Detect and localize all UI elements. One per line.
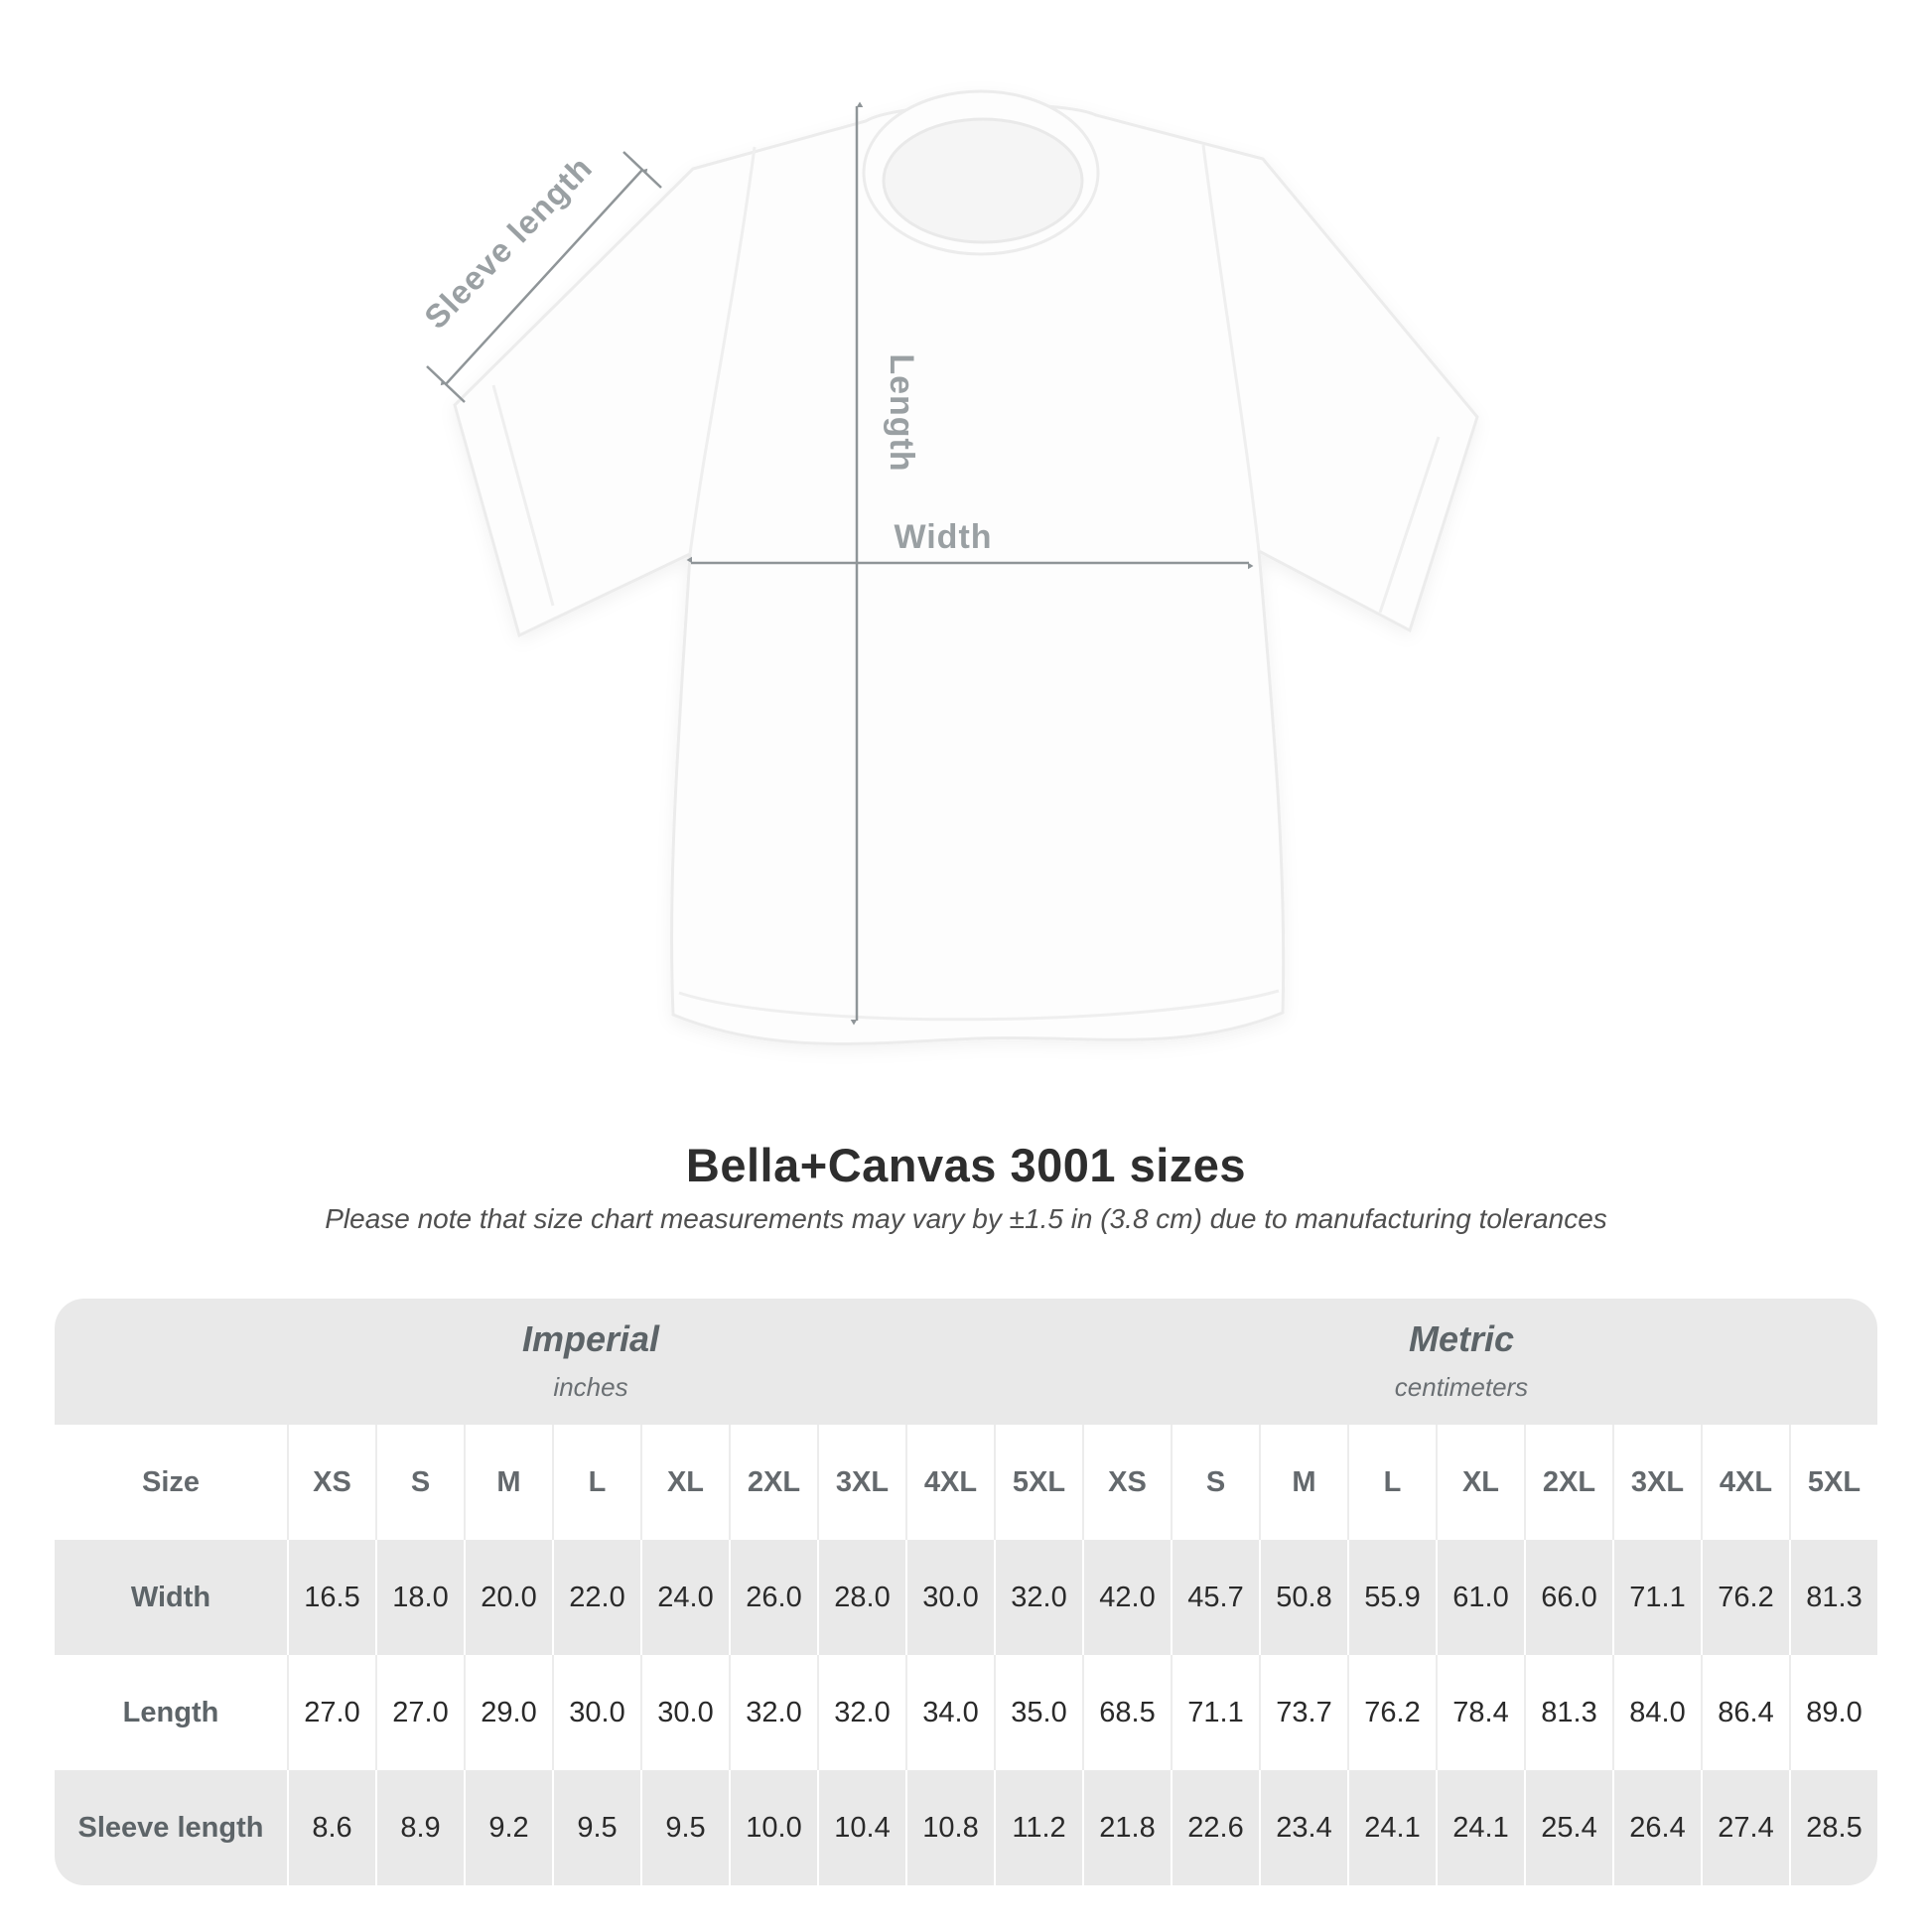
table-cell: 9.5 (552, 1770, 640, 1885)
size-column-header: S (1171, 1425, 1259, 1540)
table-cell: 73.7 (1259, 1655, 1347, 1770)
table-cell: 8.9 (375, 1770, 464, 1885)
table-cell: 81.3 (1789, 1540, 1877, 1655)
width-label: Width (894, 518, 992, 556)
size-column-header: 5XL (994, 1425, 1082, 1540)
size-column-header: 3XL (817, 1425, 905, 1540)
size-column-header: M (464, 1425, 552, 1540)
page-title: Bella+Canvas 3001 sizes (685, 1139, 1247, 1191)
table-cell: 24.1 (1347, 1770, 1436, 1885)
table-cell: 71.1 (1612, 1540, 1701, 1655)
size-column-header: XL (640, 1425, 729, 1540)
size-header-label: Size (55, 1425, 287, 1540)
table-cell: 45.7 (1171, 1540, 1259, 1655)
table-cell: 11.2 (994, 1770, 1082, 1885)
size-column-header: 2XL (1524, 1425, 1612, 1540)
page-subtitle: Please note that size chart measurements… (325, 1203, 1607, 1234)
table-cell: 42.0 (1082, 1540, 1171, 1655)
tshirt-diagram: Length Width Sleeve length (417, 89, 1479, 1045)
size-column-header: M (1259, 1425, 1347, 1540)
size-column-header: 4XL (1701, 1425, 1789, 1540)
table-cell: 34.0 (905, 1655, 994, 1770)
table-cell: 32.0 (729, 1655, 817, 1770)
table-cell: 18.0 (375, 1540, 464, 1655)
table-cell: 26.4 (1612, 1770, 1701, 1885)
table-cell: 22.0 (552, 1540, 640, 1655)
table-cell: 20.0 (464, 1540, 552, 1655)
metric-group-title: Metric (1408, 1318, 1515, 1359)
table-cell: 16.5 (287, 1540, 375, 1655)
row-label: Length (55, 1655, 287, 1770)
table-cell: 10.8 (905, 1770, 994, 1885)
table-cell: 84.0 (1612, 1655, 1701, 1770)
table-cell: 66.0 (1524, 1540, 1612, 1655)
size-column-header: XL (1436, 1425, 1524, 1540)
table-cell: 8.6 (287, 1770, 375, 1885)
table-cell: 10.4 (817, 1770, 905, 1885)
size-column-header: L (552, 1425, 640, 1540)
size-column-header: XS (287, 1425, 375, 1540)
table-cell: 28.5 (1789, 1770, 1877, 1885)
table-cell: 9.2 (464, 1770, 552, 1885)
table-cell: 30.0 (552, 1655, 640, 1770)
size-column-header: L (1347, 1425, 1436, 1540)
table-cell: 78.4 (1436, 1655, 1524, 1770)
row-label: Sleeve length (55, 1770, 287, 1885)
size-column-header: 5XL (1789, 1425, 1877, 1540)
table-cell: 21.8 (1082, 1770, 1171, 1885)
size-column-header: 4XL (905, 1425, 994, 1540)
metric-group-unit: centimeters (1394, 1372, 1529, 1402)
table-cell: 76.2 (1701, 1540, 1789, 1655)
table-cell: 10.0 (729, 1770, 817, 1885)
table-cell: 30.0 (905, 1540, 994, 1655)
table-cell: 24.0 (640, 1540, 729, 1655)
table-cell: 27.0 (375, 1655, 464, 1770)
table-cell: 71.1 (1171, 1655, 1259, 1770)
row-label: Width (55, 1540, 287, 1655)
table-cell: 81.3 (1524, 1655, 1612, 1770)
table-cell: 55.9 (1347, 1540, 1436, 1655)
table-cell: 32.0 (994, 1540, 1082, 1655)
table-cell: 28.0 (817, 1540, 905, 1655)
size-column-header: 2XL (729, 1425, 817, 1540)
table-cell: 24.1 (1436, 1770, 1524, 1885)
table-cell: 25.4 (1524, 1770, 1612, 1885)
size-column-header: 3XL (1612, 1425, 1701, 1540)
size-table: Imperial inches Metric centimeters Size X… (55, 1299, 1877, 1885)
size-column-header: S (375, 1425, 464, 1540)
table-cell: 27.4 (1701, 1770, 1789, 1885)
table-unit-band: Imperial inches Metric centimeters (55, 1299, 1877, 1425)
table-cell: 9.5 (640, 1770, 729, 1885)
table-cell: 89.0 (1789, 1655, 1877, 1770)
imperial-group-header: Imperial inches (522, 1299, 659, 1403)
table-cell: 50.8 (1259, 1540, 1347, 1655)
imperial-group-unit: inches (553, 1372, 628, 1402)
tshirt-illustration (453, 89, 1479, 1045)
table-cell: 61.0 (1436, 1540, 1524, 1655)
table-cell: 29.0 (464, 1655, 552, 1770)
table-cell: 86.4 (1701, 1655, 1789, 1770)
sleeve-length-arrow (426, 151, 662, 403)
table-cell: 23.4 (1259, 1770, 1347, 1885)
table-cell: 26.0 (729, 1540, 817, 1655)
size-table-grid: Size XS S M L XL 2XL 3XL 4XL 5XL XS S M L XL 2XL 3XL 4XL 5… (55, 1425, 1877, 1885)
table-cell: 30.0 (640, 1655, 729, 1770)
table-cell: 22.6 (1171, 1770, 1259, 1885)
table-cell: 68.5 (1082, 1655, 1171, 1770)
table-cell: 27.0 (287, 1655, 375, 1770)
size-column-header: XS (1082, 1425, 1171, 1540)
imperial-group-title: Imperial (521, 1318, 660, 1359)
table-cell: 32.0 (817, 1655, 905, 1770)
table-cell: 35.0 (994, 1655, 1082, 1770)
table-cell: 76.2 (1347, 1655, 1436, 1770)
metric-group-header: Metric centimeters (1395, 1299, 1528, 1403)
length-label: Length (883, 353, 920, 472)
